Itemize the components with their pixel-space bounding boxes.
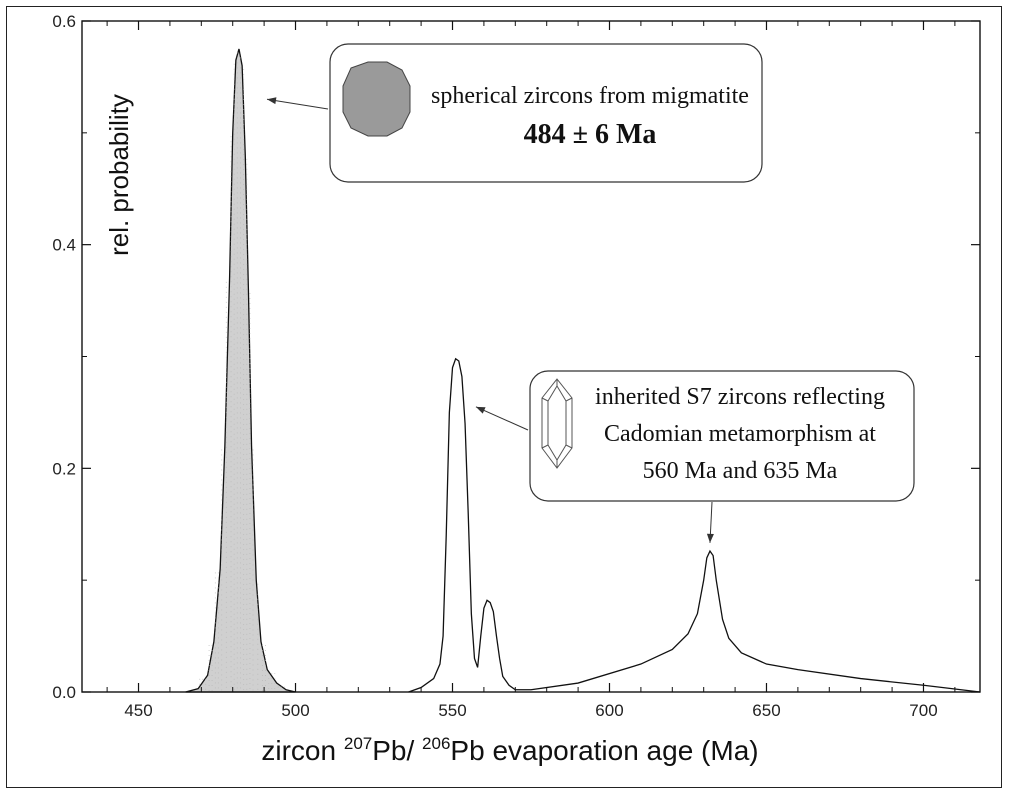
x-tick-label: 450: [124, 701, 152, 720]
annotation-inherited-zircons: inherited S7 zircons reflecting Cadomian…: [475, 370, 915, 543]
x-tick-label: 500: [281, 701, 309, 720]
y-tick-label: 0.6: [52, 12, 76, 31]
plot-marks: [185, 48, 981, 693]
spherical-zircon-icon: [342, 61, 411, 137]
x-axis-title-mid: Pb/: [372, 735, 422, 766]
x-tick-label: 700: [909, 701, 937, 720]
y-axis-title: rel. probability: [104, 94, 134, 256]
x-tick-label: 600: [595, 701, 623, 720]
axis-ticks: 450 500 550 600 650 700 0.0 0.2 0.4 0.6: [52, 12, 980, 720]
annotation-box: [529, 370, 915, 502]
figure-frame: [6, 6, 1002, 788]
x-axis-title-suffix: Pb evaporation age (Ma): [450, 735, 758, 766]
annotation-1-arrow: [266, 98, 329, 110]
series-1-filled-curve: [185, 48, 296, 693]
y-tick-label: 0.0: [52, 683, 76, 702]
x-axis-title-sup-207: 207: [344, 734, 372, 753]
annotation-1-line-2: 484 ± 6 Ma: [524, 119, 657, 150]
y-tick-label: 0.2: [52, 459, 76, 478]
x-axis-title-prefix: zircon: [261, 735, 343, 766]
annotation-2-line-2: Cadomian metamorphism at: [604, 421, 876, 447]
x-tick-label: 650: [752, 701, 780, 720]
annotation-1-arrowhead: [266, 97, 277, 105]
annotation-box: [329, 43, 763, 183]
x-tick-label: 550: [438, 701, 466, 720]
x-axis-title-sup-206: 206: [422, 734, 450, 753]
x-axis-title: zircon 207Pb/ 206Pb evaporation age (Ma): [261, 734, 758, 766]
annotation-2-arrowhead-b: [706, 533, 714, 543]
y-tick-label: 0.4: [52, 236, 76, 255]
annotation-2-line-1: inherited S7 zircons reflecting: [595, 384, 885, 410]
annotation-2-line-3: 560 Ma and 635 Ma: [643, 458, 838, 484]
annotation-spherical-zircons: spherical zircons from migmatite 484 ± 6…: [266, 43, 763, 183]
annotation-2-arrowhead-a: [475, 406, 486, 414]
annotation-2-arrow-a: [475, 406, 529, 431]
plot-area-border: [81, 20, 981, 693]
annotation-1-line-1: spherical zircons from migmatite: [431, 83, 749, 109]
prismatic-zircon-icon: [541, 378, 573, 469]
series-2-curve: [408, 357, 981, 693]
